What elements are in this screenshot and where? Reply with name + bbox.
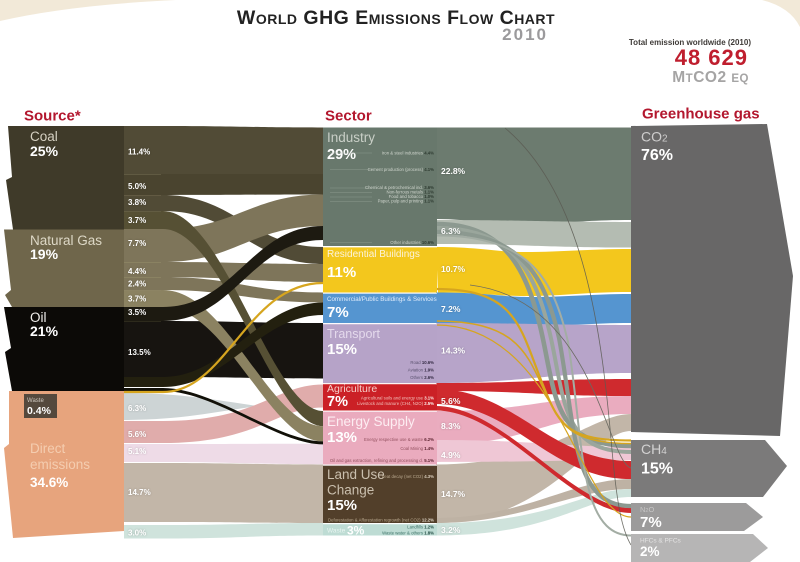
svg-text:Transport: Transport [327, 327, 381, 341]
svg-text:3.8%: 3.8% [128, 198, 146, 207]
svg-text:Total emission worldwide (2010: Total emission worldwide (2010) [629, 38, 751, 47]
svg-text:5.6%: 5.6% [128, 430, 146, 439]
svg-text:0.4%: 0.4% [27, 405, 52, 417]
svg-text:13%: 13% [327, 429, 357, 446]
svg-text:5.0%: 5.0% [128, 182, 146, 191]
svg-text:Agricultural soils and energy: Agricultural soils and energy use 3.1% [361, 396, 434, 401]
svg-text:Industry: Industry [327, 130, 375, 145]
svg-text:7%: 7% [327, 304, 349, 321]
svg-text:Land Use: Land Use [327, 467, 385, 482]
svg-text:Natural Gas: Natural Gas [30, 233, 102, 248]
svg-text:4.9%: 4.9% [441, 450, 461, 460]
svg-text:3.2%: 3.2% [441, 525, 461, 535]
svg-text:Coal Mining 1.4%: Coal Mining 1.4% [400, 446, 434, 451]
svg-text:Cement production (process) 4.: Cement production (process) 4.1% [368, 167, 435, 172]
svg-text:4.4%: 4.4% [128, 267, 146, 276]
svg-text:15%: 15% [641, 461, 673, 478]
svg-text:CH4: CH4 [641, 441, 667, 457]
svg-text:15%: 15% [327, 341, 357, 358]
svg-text:2010: 2010 [502, 25, 548, 44]
svg-text:Waste water & others 1.8%: Waste water & others 1.8% [382, 531, 434, 536]
svg-text:Change: Change [327, 483, 374, 498]
svg-text:48 629: 48 629 [675, 45, 748, 70]
svg-text:76%: 76% [641, 147, 673, 164]
svg-text:Oil: Oil [30, 310, 47, 325]
svg-text:3%: 3% [347, 524, 365, 538]
svg-text:Energy respective use & waste: Energy respective use & waste 6.2% [364, 437, 434, 442]
svg-text:Energy Supply: Energy Supply [327, 414, 415, 429]
svg-text:22.8%: 22.8% [441, 166, 466, 176]
svg-text:Oil and gas extraction, refini: Oil and gas extraction, refining and pro… [330, 458, 434, 463]
svg-text:21%: 21% [30, 323, 59, 339]
svg-text:3.5%: 3.5% [128, 308, 146, 317]
svg-text:Deforestation & Afforestation: Deforestation & Afforestation regrowth (… [328, 518, 434, 523]
svg-text:Waste: Waste [27, 398, 44, 404]
svg-text:11.4%: 11.4% [128, 148, 150, 157]
svg-text:7.2%: 7.2% [441, 304, 461, 314]
svg-text:13.5%: 13.5% [128, 348, 151, 357]
svg-text:6.3%: 6.3% [128, 404, 146, 413]
svg-text:7%: 7% [640, 514, 662, 531]
svg-text:Greenhouse gas: Greenhouse gas [642, 106, 760, 123]
svg-text:15%: 15% [327, 497, 357, 514]
svg-text:8.3%: 8.3% [441, 421, 461, 431]
svg-text:29%: 29% [327, 147, 356, 163]
svg-text:5.1%: 5.1% [128, 447, 146, 456]
svg-text:10.7%: 10.7% [441, 264, 466, 274]
svg-text:Waste: Waste [327, 528, 346, 535]
svg-text:5.6%: 5.6% [441, 396, 461, 406]
svg-text:Agriculture: Agriculture [327, 383, 377, 395]
svg-text:Food and tobacco 1.0%: Food and tobacco 1.0% [389, 194, 435, 199]
svg-text:emissions: emissions [30, 457, 90, 472]
svg-text:19%: 19% [30, 246, 59, 262]
svg-text:14.7%: 14.7% [441, 489, 466, 499]
svg-text:World GHG Emissions Flow Chart: World GHG Emissions Flow Chart [237, 7, 555, 29]
svg-text:14.3%: 14.3% [441, 346, 466, 356]
svg-text:Other industries 10.6%: Other industries 10.6% [390, 240, 434, 245]
svg-text:Coal: Coal [30, 129, 58, 144]
svg-text:3.0%: 3.0% [128, 529, 146, 538]
svg-text:2.4%: 2.4% [128, 280, 146, 289]
svg-text:6.3%: 6.3% [441, 226, 461, 236]
svg-text:Landfills 1.2%: Landfills 1.2% [407, 525, 434, 530]
svg-text:Others 2.6%: Others 2.6% [410, 375, 434, 380]
svg-text:N2O: N2O [640, 505, 654, 514]
svg-text:11%: 11% [327, 264, 356, 281]
svg-text:Road 10.6%: Road 10.6% [410, 360, 434, 365]
svg-text:3.7%: 3.7% [128, 216, 146, 225]
svg-text:34.6%: 34.6% [30, 475, 68, 490]
svg-text:14.7%: 14.7% [128, 488, 151, 497]
svg-text:25%: 25% [30, 143, 59, 159]
svg-text:Livestock and manure (CH4, N2O: Livestock and manure (CH4, N2O) 2.5% [357, 401, 434, 406]
svg-text:HFCs & PFCs: HFCs & PFCs [640, 538, 682, 545]
svg-text:peat decay (net CO2) 4.3%: peat decay (net CO2) 4.3% [382, 474, 434, 479]
svg-text:7.7%: 7.7% [128, 239, 146, 248]
svg-text:Paper, pulp and printing 1.1%: Paper, pulp and printing 1.1% [378, 199, 435, 204]
svg-text:CO2: CO2 [641, 129, 668, 145]
svg-text:Sector: Sector [325, 108, 372, 125]
svg-text:Commercial/Public Buildings &: Commercial/Public Buildings & Services [327, 296, 437, 303]
svg-text:3.7%: 3.7% [128, 295, 146, 304]
svg-text:Source*: Source* [24, 108, 81, 125]
svg-text:Direct: Direct [30, 441, 66, 456]
svg-text:2%: 2% [640, 544, 660, 559]
svg-text:Iron & steel industries 4.4%: Iron & steel industries 4.4% [382, 151, 434, 156]
svg-text:Non-ferrous metals 1.1%: Non-ferrous metals 1.1% [386, 190, 434, 195]
svg-text:Residential Buildings: Residential Buildings [327, 249, 420, 260]
svg-text:MTCO2 EQ: MTCO2 EQ [672, 69, 749, 86]
svg-text:Chemical & petrochemical ind.: Chemical & petrochemical ind. 3.6% [365, 185, 434, 190]
svg-text:7%: 7% [327, 394, 348, 410]
svg-text:Aviation 1.9%: Aviation 1.9% [408, 368, 434, 373]
